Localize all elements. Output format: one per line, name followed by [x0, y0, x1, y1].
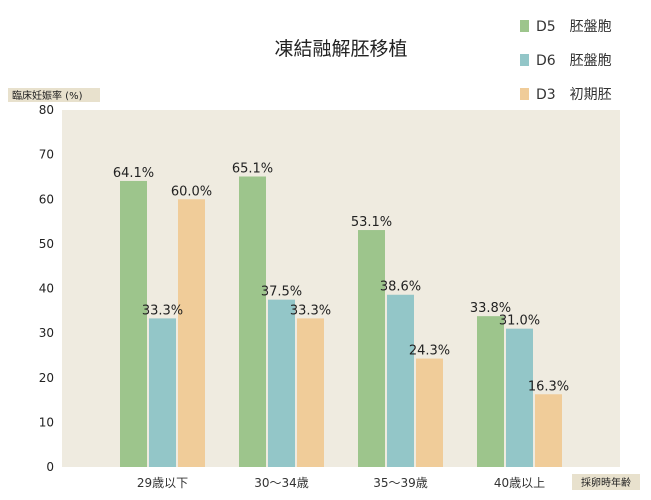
category-label: 35〜39歳: [373, 476, 428, 490]
y-tick-label: 20: [39, 371, 54, 385]
data-label: 65.1%: [232, 161, 273, 176]
category-label: 30〜34歳: [254, 476, 309, 490]
bar: [387, 294, 414, 467]
data-label: 31.0%: [499, 314, 540, 329]
data-label: 38.6%: [380, 280, 421, 295]
data-label: 24.3%: [409, 344, 450, 359]
legend-swatch: [520, 54, 529, 66]
data-label: 64.1%: [113, 166, 154, 181]
bar: [506, 328, 533, 467]
legend-label: D6 胚盤胞: [536, 53, 612, 69]
bar: [268, 299, 295, 467]
bar: [178, 199, 205, 467]
legend-label: D5 胚盤胞: [536, 19, 612, 35]
data-label: 37.5%: [261, 285, 302, 300]
y-tick-label: 0: [46, 460, 54, 474]
category-label: 40歳以上: [494, 476, 545, 490]
y-axis: 0 10 20 30 40 50 60 70 80: [39, 103, 54, 474]
y-axis-label: 臨床妊娠率 (%): [12, 89, 83, 102]
bars: [120, 176, 562, 468]
legend-swatch: [520, 88, 529, 100]
category-label: 29歳以下: [137, 476, 188, 490]
data-label: 53.1%: [351, 215, 392, 230]
y-axis-label-background: [8, 88, 100, 102]
y-tick-label: 40: [39, 282, 54, 296]
y-tick-label: 70: [39, 148, 54, 162]
y-tick-label: 50: [39, 237, 54, 251]
x-axis-label-background: [572, 474, 640, 490]
legend: D5 胚盤胞 D6 胚盤胞 D3 初期胚: [520, 19, 612, 103]
bar: [239, 176, 266, 467]
legend-label: D3 初期胚: [536, 86, 612, 103]
bar: [297, 318, 324, 467]
x-axis: 29歳以下 30〜34歳 35〜39歳 40歳以上: [137, 476, 545, 490]
data-label: 33.3%: [290, 303, 331, 318]
data-label: 16.3%: [528, 379, 569, 394]
data-label: 33.3%: [142, 303, 183, 318]
x-axis-label: 採卵時年齢: [581, 476, 631, 489]
data-label: 60.0%: [171, 184, 212, 199]
y-tick-label: 80: [39, 103, 54, 117]
bar: [477, 316, 504, 467]
y-tick-label: 10: [39, 415, 54, 429]
y-tick-label: 30: [39, 326, 54, 340]
chart-title: 凍結融解胚移植: [274, 38, 407, 60]
data-label: 33.8%: [470, 301, 511, 316]
legend-swatch: [520, 20, 529, 32]
value-labels: 64.1% 33.3% 60.0% 65.1% 37.5% 33.3% 53.1% 38.6%…: [113, 161, 569, 394]
bar: [358, 230, 385, 467]
bar: [416, 358, 443, 467]
bar: [149, 318, 176, 467]
bar: [535, 394, 562, 467]
y-tick-label: 60: [39, 192, 54, 206]
bar: [120, 180, 147, 468]
